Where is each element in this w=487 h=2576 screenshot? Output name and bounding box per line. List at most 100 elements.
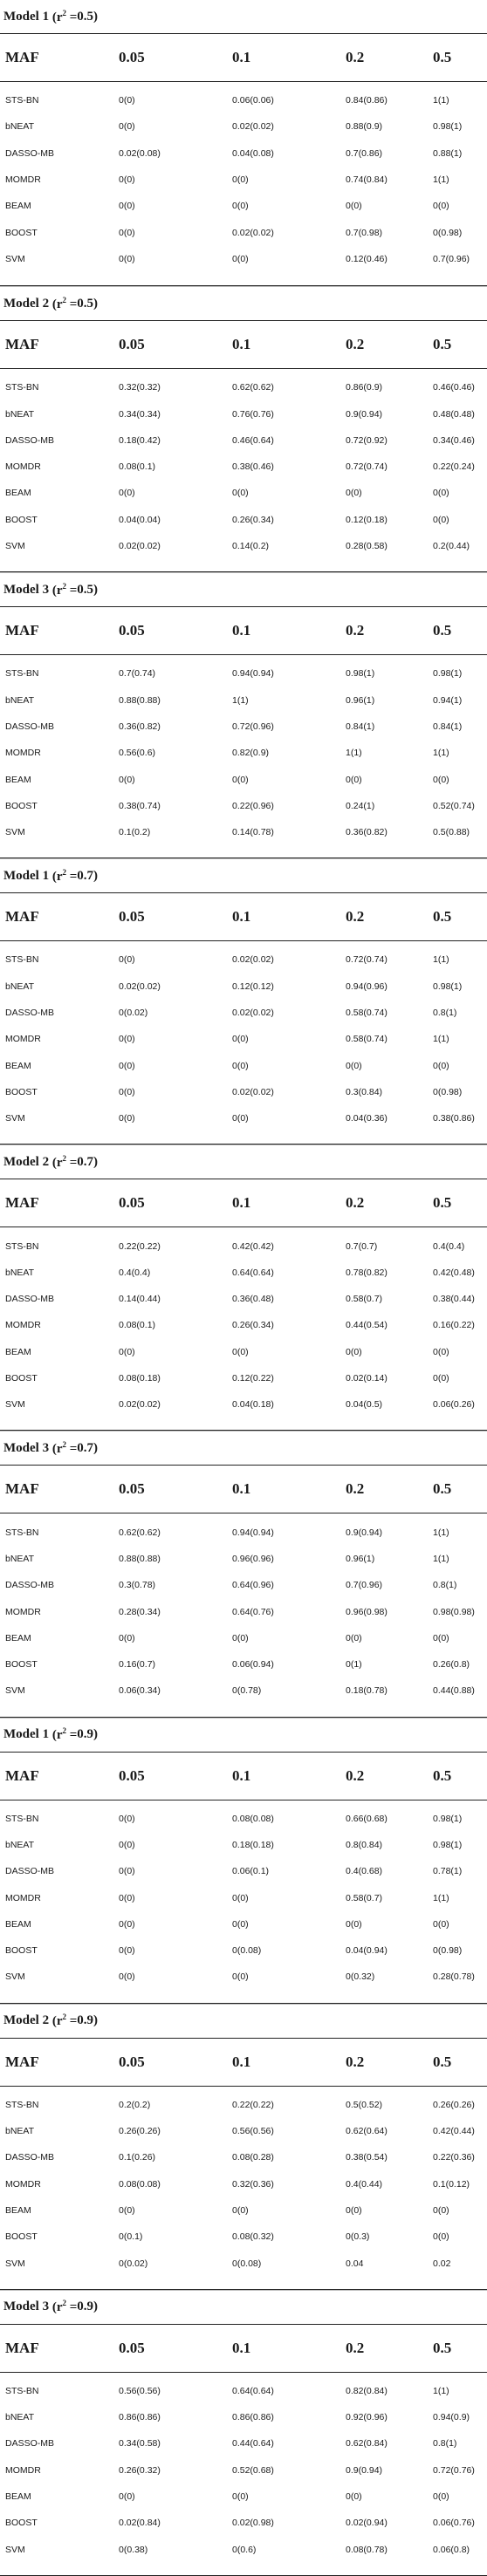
- r2-value: 0.7: [77, 1154, 94, 1169]
- table-row: MOMDR 0.56(0.6) 0.82(0.9) 1(1) 1(1): [0, 740, 487, 766]
- method-name: MOMDR: [5, 1892, 41, 1903]
- cell-value: 0.02: [433, 2258, 451, 2269]
- cell-value: 0(0): [232, 1346, 249, 1357]
- column-header: 0.2: [346, 2053, 365, 2070]
- method-name: STS-BN: [5, 1527, 39, 1538]
- cell-value: 0.96(1): [346, 1553, 375, 1564]
- cell-value: 1(1): [433, 954, 449, 966]
- cell-value: 0.7(0.96): [346, 1580, 383, 1591]
- table-body: STS-BN 0.32(0.32) 0.62(0.62) 0.86(0.9) 0.46(…: [0, 369, 487, 559]
- cell-value: 0(0): [346, 1918, 362, 1930]
- cell-value: 0.82(0.84): [346, 2385, 388, 2396]
- column-header: 0.5: [433, 1480, 452, 1498]
- cell-value: 0.18(0.18): [232, 1840, 274, 1850]
- cell-value: 1(1): [433, 2385, 449, 2396]
- cell-value: 0.36(0.82): [119, 721, 161, 732]
- r2-prefix: (r2 =: [49, 867, 78, 884]
- cell-value: 0.94(0.94): [232, 1527, 274, 1538]
- r2-suffix: ): [93, 582, 99, 597]
- table-header-row: MAF 0.05 0.1 0.2 0.5: [0, 1179, 487, 1228]
- method-name: STS-BN: [5, 2099, 39, 2110]
- cell-value: 0(0): [232, 1632, 249, 1643]
- table-section: Model 3 (r2 = 0.9) MAF 0.05 0.1 0.2 0.5 STS-BN…: [0, 2289, 487, 2576]
- cell-value: 0(0.38): [119, 2544, 148, 2555]
- table-row: DASSO-MB 0.3(0.78) 0.64(0.96) 0.7(0.96) 0.8(…: [0, 1572, 487, 1598]
- cell-value: 0.44(0.64): [232, 2438, 274, 2450]
- column-header: 0.05: [119, 336, 145, 353]
- table-section: Model 3 (r2 = 0.5) MAF 0.05 0.1 0.2 0.5 STS-BN…: [0, 572, 487, 859]
- cell-value: 0.94(0.96): [346, 981, 388, 992]
- table-row: STS-BN 0(0) 0.02(0.02) 0.72(0.74) 1(1): [0, 946, 487, 973]
- cell-value: 0.72(0.76): [433, 2464, 475, 2476]
- method-name: BEAM: [5, 2491, 31, 2503]
- cell-value: 0.62(0.62): [119, 1527, 161, 1538]
- cell-value: 0(0): [119, 227, 135, 238]
- cell-value: 0.34(0.46): [433, 434, 475, 446]
- column-header: MAF: [5, 2339, 39, 2356]
- cell-value: 0.3(0.84): [346, 1086, 383, 1097]
- method-name: DASSO-MB: [5, 1294, 55, 1305]
- table-header-row: MAF 0.05 0.1 0.2 0.5: [0, 1465, 487, 1514]
- cell-value: 0(0.3): [346, 2231, 370, 2243]
- cell-value: 0(0): [433, 1918, 449, 1930]
- cell-value: 0.02(0.94): [346, 2518, 388, 2529]
- cell-value: 0(0): [119, 174, 135, 186]
- cell-value: 0.98(1): [433, 668, 463, 680]
- method-name: MOMDR: [5, 2464, 41, 2476]
- table-title: Model 1 (r2 = 0.7): [0, 858, 487, 892]
- cell-value: 0.7(0.7): [346, 1240, 378, 1252]
- cell-value: 0.06(0.1): [232, 1866, 270, 1877]
- cell-value: 0.4(0.68): [346, 1866, 383, 1877]
- table-row: bNEAT 0.26(0.26) 0.56(0.56) 0.62(0.64) 0.42(…: [0, 2118, 487, 2144]
- cell-value: 0.84(0.86): [346, 95, 388, 106]
- cell-value: 0.04: [346, 2258, 364, 2269]
- table-row: MOMDR 0.28(0.34) 0.64(0.76) 0.96(0.98) 0.98(…: [0, 1598, 487, 1624]
- cell-value: 0.7(0.86): [346, 147, 383, 159]
- cell-value: 0(0): [346, 2491, 362, 2503]
- table-body: STS-BN 0.7(0.74) 0.94(0.94) 0.98(1) 0.98(1) b…: [0, 655, 487, 845]
- table-row: bNEAT 0.02(0.02) 0.12(0.12) 0.94(0.96) 0.98(…: [0, 974, 487, 1000]
- table-body: STS-BN 0(0) 0.06(0.06) 0.84(0.86) 1(1) bNEAT 0…: [0, 82, 487, 272]
- method-name: SVM: [5, 2258, 25, 2269]
- cell-value: 0.44(0.88): [433, 1685, 475, 1697]
- table-row: MOMDR 0(0) 0(0) 0.74(0.84) 1(1): [0, 167, 487, 193]
- table-row: DASSO-MB 0.02(0.08) 0.04(0.08) 0.7(0.86) 0.8…: [0, 140, 487, 167]
- cell-value: 0(0): [232, 1918, 249, 1930]
- cell-value: 0.72(0.74): [346, 461, 388, 473]
- cell-value: 0.06(0.34): [119, 1685, 161, 1697]
- cell-value: 0.88(1): [433, 147, 463, 159]
- model-name: Model 1: [3, 9, 50, 24]
- table-row: STS-BN 0(0) 0.08(0.08) 0.66(0.68) 0.98(1): [0, 1806, 487, 1832]
- table-row: MOMDR 0.26(0.32) 0.52(0.68) 0.9(0.94) 0.72(0…: [0, 2457, 487, 2484]
- column-header: 0.2: [346, 1480, 365, 1498]
- table-section: Model 1 (r2 = 0.9) MAF 0.05 0.1 0.2 0.5 STS-BN…: [0, 1717, 487, 2004]
- cell-value: 0.12(0.18): [346, 514, 388, 525]
- table-bottom-rule: [0, 571, 487, 573]
- cell-value: 0.04(0.36): [346, 1113, 388, 1124]
- cell-value: 0.36(0.48): [232, 1294, 274, 1305]
- table-section: Model 1 (r2 = 0.5) MAF 0.05 0.1 0.2 0.5 STS-BN…: [0, 0, 487, 287]
- table-header-row: MAF 0.05 0.1 0.2 0.5: [0, 606, 487, 656]
- cell-value: 0(0): [433, 1060, 449, 1071]
- cell-value: 0(0): [119, 201, 135, 212]
- method-name: STS-BN: [5, 382, 39, 393]
- cell-value: 0.26(0.32): [119, 2464, 161, 2476]
- cell-value: 0.04(0.5): [346, 1399, 383, 1411]
- cell-value: 0.86(0.9): [346, 382, 383, 393]
- method-name: DASSO-MB: [5, 434, 55, 446]
- r2-suffix: ): [93, 1727, 99, 1742]
- cell-value: 0.88(0.88): [119, 694, 161, 706]
- cell-value: 0.5(0.88): [433, 827, 470, 838]
- table-row: BEAM 0(0) 0(0) 0(0) 0(0): [0, 2197, 487, 2224]
- column-header: 0.5: [433, 49, 452, 65]
- column-header: 0.5: [433, 622, 452, 639]
- method-name: SVM: [5, 2544, 25, 2555]
- method-name: BEAM: [5, 488, 31, 499]
- column-header: 0.1: [232, 622, 251, 639]
- cell-value: 0.02(0.02): [232, 1008, 274, 1019]
- column-header: 0.2: [346, 2339, 365, 2356]
- table-section: Model 2 (r2 = 0.9) MAF 0.05 0.1 0.2 0.5 STS-BN…: [0, 2003, 487, 2290]
- cell-value: 0(0): [119, 1840, 135, 1850]
- cell-value: 0(0.08): [232, 2258, 262, 2269]
- r2-suffix: ): [93, 868, 99, 883]
